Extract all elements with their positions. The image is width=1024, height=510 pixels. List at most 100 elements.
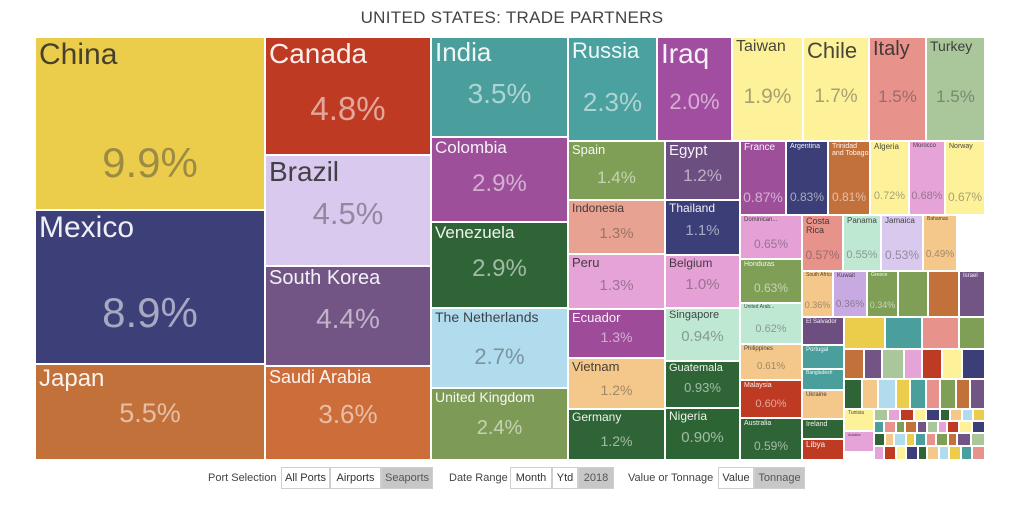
tile-ecuador[interactable]: Ecuador 1.3% <box>568 309 665 358</box>
tile-peru[interactable]: Peru 1.3% <box>568 254 665 309</box>
tile-minor-partner[interactable] <box>922 317 959 349</box>
tile-saudi-arabia[interactable]: Saudi Arabia 3.6% <box>265 366 431 460</box>
tile-bangladesh[interactable]: Bangladesh <box>802 369 844 390</box>
tile-minor-partner[interactable] <box>884 421 896 433</box>
tile-norway[interactable]: Norway 0.67% <box>945 141 985 215</box>
tile-bahamas[interactable]: Bahamas 0.49% <box>923 215 957 271</box>
tile-turkey[interactable]: Turkey 1.5% <box>926 37 985 141</box>
tile-minor-partner[interactable] <box>844 317 885 349</box>
tile-france[interactable]: France 0.87% <box>740 141 786 215</box>
year-2018-button[interactable]: 2018 <box>578 467 614 489</box>
tile-united-arab[interactable]: United Arab... 0.62% <box>740 303 802 344</box>
tile-minor-partner[interactable] <box>971 433 985 446</box>
tile-minor-partner[interactable] <box>959 421 972 433</box>
tile-the-netherlands[interactable]: The Netherlands 2.7% <box>431 308 568 388</box>
tile-russia[interactable]: Russia 2.3% <box>568 37 657 141</box>
tile-minor-partner[interactable] <box>949 446 961 460</box>
tile-minor-partner[interactable] <box>874 446 884 460</box>
tile-italy[interactable]: Italy 1.5% <box>869 37 926 141</box>
tile-minor-partner[interactable] <box>928 271 959 317</box>
tile-minor-partner[interactable] <box>917 421 927 433</box>
tile-israel[interactable]: Israel <box>959 271 985 317</box>
tile-morocco[interactable]: Morocco 0.68% <box>909 141 945 215</box>
tile-minor-partner[interactable] <box>927 446 939 460</box>
tile-ukraine[interactable]: Ukraine <box>802 390 844 419</box>
tile-minor-partner[interactable] <box>950 409 962 421</box>
tile-portugal[interactable]: Portugal <box>802 345 844 369</box>
tile-minor-partner[interactable] <box>896 446 906 460</box>
tile-argentina[interactable]: Argentina 0.83% <box>786 141 828 215</box>
tile-minor-partner[interactable] <box>926 433 936 446</box>
tile-minor-partner[interactable] <box>896 379 910 409</box>
tile-minor-partner[interactable] <box>906 433 915 446</box>
tile-el-salvador[interactable]: El Salvador <box>802 317 844 345</box>
tile-minor-partner[interactable] <box>915 433 926 446</box>
tile-minor-partner[interactable] <box>972 421 985 433</box>
ytd-button[interactable]: Ytd <box>552 467 578 489</box>
tile-minor-partner[interactable] <box>940 379 956 409</box>
tile-minor-partner[interactable] <box>962 409 973 421</box>
tile-minor-partner[interactable] <box>927 421 938 433</box>
tile-minor-partner[interactable] <box>900 409 914 421</box>
tile-trinidad-and-tobago[interactable]: Trinidad and Tobago 0.81% <box>828 141 870 215</box>
tile-malaysia[interactable]: Malaysia 0.60% <box>740 380 802 418</box>
tile-vietnam[interactable]: Vietnam 1.2% <box>568 358 665 409</box>
tile-greece[interactable]: Greece 0.34% <box>867 271 898 317</box>
tile-minor-partner[interactable] <box>936 433 948 446</box>
tile-singapore[interactable]: Singapore 0.94% <box>665 308 740 361</box>
tile-minor-partner[interactable] <box>922 349 942 379</box>
tile-minor-partner[interactable] <box>898 271 928 317</box>
tile-minor-partner[interactable] <box>972 446 985 460</box>
tile-australia[interactable]: Australia 0.59% <box>740 418 802 460</box>
tile-nigeria[interactable]: Nigeria 0.90% <box>665 408 740 460</box>
tile-jamaica[interactable]: Jamaica 0.53% <box>881 215 923 271</box>
tile-indonesia[interactable]: Indonesia 1.3% <box>568 200 665 254</box>
tile-taiwan[interactable]: Taiwan 1.9% <box>732 37 803 141</box>
tile-minor-partner[interactable] <box>878 379 896 409</box>
tile-libya[interactable]: Libya <box>802 439 844 460</box>
tile-colombia[interactable]: Colombia 2.9% <box>431 137 568 222</box>
tile-honduras[interactable]: Honduras 0.63% <box>740 259 802 303</box>
tile-minor-partner[interactable] <box>885 317 922 349</box>
tile-minor-partner[interactable] <box>938 421 947 433</box>
tile-minor-partner[interactable] <box>926 409 940 421</box>
tile-minor-partner[interactable] <box>970 379 985 409</box>
tile-germany[interactable]: Germany 1.2% <box>568 409 665 460</box>
tile-minor-partner[interactable] <box>910 379 926 409</box>
tile-dominican[interactable]: Dominican... 0.65% <box>740 215 802 259</box>
tile-minor-partner[interactable] <box>926 379 940 409</box>
tile-minor-partner[interactable] <box>906 446 918 460</box>
tile-minor-partner[interactable] <box>874 409 888 421</box>
tile-minor-partner[interactable] <box>862 379 878 409</box>
tile-minor-partner[interactable] <box>894 433 906 446</box>
month-button[interactable]: Month <box>510 467 552 489</box>
tile-minor-partner[interactable] <box>961 446 972 460</box>
tile-south-africa[interactable]: South Africa 0.36% <box>802 271 833 317</box>
tile-kuwait[interactable]: Kuwait 0.36% <box>833 271 867 317</box>
tile-chile[interactable]: Chile 1.7% <box>803 37 869 141</box>
tile-minor-partner[interactable] <box>939 446 949 460</box>
tile-minor-partner[interactable] <box>918 446 927 460</box>
tile-minor-partner[interactable] <box>844 349 864 379</box>
tile-minor-partner[interactable] <box>962 349 985 379</box>
tile-belgium[interactable]: Belgium 1.0% <box>665 255 740 308</box>
tile-united-kingdom[interactable]: United Kingdom 2.4% <box>431 388 568 460</box>
tile-japan[interactable]: Japan 5.5% <box>35 364 265 460</box>
tile-minor-partner[interactable] <box>874 433 885 446</box>
tile-spain[interactable]: Spain 1.4% <box>568 141 665 200</box>
tile-minor-partner[interactable] <box>905 421 917 433</box>
tile-philippines[interactable]: Philippines 0.61% <box>740 344 802 380</box>
tile-minor-partner[interactable] <box>973 409 985 421</box>
tile-south-korea[interactable]: South Korea 4.4% <box>265 266 431 366</box>
tile-austria[interactable]: Austria <box>844 431 874 452</box>
tile-ireland[interactable]: Ireland <box>802 419 844 439</box>
tile-minor-partner[interactable] <box>947 421 959 433</box>
value-button[interactable]: Value <box>718 467 754 489</box>
tile-venezuela[interactable]: Venezuela 2.9% <box>431 222 568 308</box>
tile-minor-partner[interactable] <box>914 409 926 421</box>
tile-china[interactable]: China 9.9% <box>35 37 265 210</box>
tile-minor-partner[interactable] <box>874 421 884 433</box>
tile-minor-partner[interactable] <box>844 379 862 409</box>
tile-canada[interactable]: Canada 4.8% <box>265 37 431 155</box>
tile-minor-partner[interactable] <box>956 379 970 409</box>
